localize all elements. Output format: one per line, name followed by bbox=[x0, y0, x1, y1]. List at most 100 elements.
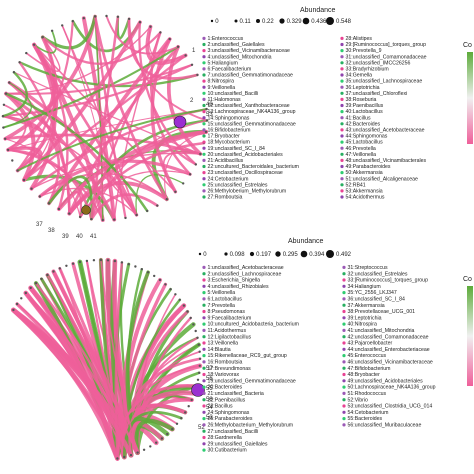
taxa-legend-item: 55:Bacteroides bbox=[348, 416, 383, 422]
highlight-node bbox=[173, 115, 187, 129]
taxa-legend-item: 51:Rhodococcus bbox=[348, 391, 387, 397]
network-node bbox=[136, 451, 139, 454]
taxa-legend-item: 23:unclassified_Oscillospiraceae bbox=[208, 170, 283, 176]
taxa-legend-item: 47:Veillonella bbox=[346, 152, 377, 158]
size-legend-dot bbox=[224, 252, 228, 256]
taxa-dot bbox=[202, 309, 206, 314]
taxa-legend-item: 9:Faecalibacterium bbox=[208, 315, 252, 321]
taxa-dot bbox=[202, 110, 206, 114]
network-node bbox=[174, 190, 177, 193]
network-node bbox=[2, 103, 6, 107]
chord-edge bbox=[105, 15, 180, 55]
taxa-legend-item: 53:Akkermansia bbox=[346, 189, 383, 195]
taxa-dot bbox=[342, 309, 346, 314]
taxa-dot bbox=[340, 189, 344, 193]
chord-edge bbox=[41, 31, 162, 65]
node-label: 49 bbox=[206, 102, 213, 108]
network-node bbox=[113, 218, 116, 221]
taxa-legend-item: 29:unclassified_Gaiellales bbox=[208, 441, 268, 447]
network-node bbox=[127, 17, 131, 21]
network-node bbox=[138, 21, 142, 24]
network-node bbox=[18, 61, 21, 64]
network-node bbox=[182, 182, 185, 185]
taxa-legend-item: 2:unclassified_Gaiellales bbox=[208, 42, 266, 48]
color-legend-title: Co bbox=[463, 276, 472, 283]
taxa-dot bbox=[340, 128, 344, 132]
taxa-legend-item: 22:uncultured_Bacteroidales_bacterium bbox=[208, 164, 299, 170]
taxa-legend-item: 36:Leptotrichia bbox=[346, 85, 380, 91]
taxa-legend-item: 50:Akkermansia bbox=[346, 170, 383, 176]
network-node bbox=[127, 263, 130, 266]
taxa-legend-item: 49:unclassified_Acidobacteriales bbox=[348, 378, 424, 384]
size-legend-value: 0.329 bbox=[287, 19, 303, 25]
size-legend-dot bbox=[326, 250, 334, 258]
network-node bbox=[8, 81, 11, 84]
network-node bbox=[192, 323, 195, 326]
chord-edge bbox=[18, 61, 199, 88]
taxa-legend-item: 43:Pajaroellobacter bbox=[348, 341, 393, 347]
network-node bbox=[47, 202, 51, 205]
network-node bbox=[65, 264, 68, 267]
chord-edge bbox=[11, 307, 134, 458]
taxa-dot bbox=[342, 341, 346, 345]
size-legend-dot bbox=[302, 17, 310, 25]
taxa-legend-item: 37:Akkermansia bbox=[348, 303, 385, 309]
node-labels: 1 2 49 53 37 38 39 40 41 bbox=[36, 48, 213, 240]
taxa-legend-item: 13:Lachnospiraceae_NK4A136_group bbox=[208, 109, 296, 115]
network-node bbox=[99, 258, 103, 262]
taxa-dot bbox=[202, 79, 206, 83]
taxa-legend: 1:Enterococcus2:unclassified_Gaiellales3… bbox=[202, 36, 427, 201]
taxa-dot bbox=[342, 322, 346, 326]
network-node bbox=[149, 25, 152, 28]
taxa-dot bbox=[340, 177, 344, 181]
taxa-dot bbox=[340, 171, 344, 175]
taxa-dot bbox=[202, 284, 206, 288]
chord-edge bbox=[3, 14, 97, 141]
network-node bbox=[40, 277, 43, 281]
taxa-dot bbox=[202, 297, 206, 301]
taxa-legend-item: 19:unclassified_Gemmatimonadaceae bbox=[208, 378, 296, 384]
network-node bbox=[92, 259, 96, 262]
taxa-legend-item: 45:Lactobacillus bbox=[346, 140, 384, 146]
taxa-dot bbox=[202, 398, 206, 402]
taxa-legend-item: 21:unclassified_Bacteria bbox=[208, 391, 264, 397]
size-legend-value: 0.197 bbox=[256, 252, 272, 258]
taxa-legend-item: 39:Paenibacillus bbox=[346, 103, 384, 109]
taxa-dot bbox=[202, 372, 206, 377]
taxa-dot bbox=[342, 328, 346, 332]
network-node bbox=[58, 267, 61, 270]
taxa-dot bbox=[342, 360, 346, 364]
taxa-dot bbox=[340, 73, 344, 77]
taxa-legend-item: 6:Faecalibacterium bbox=[208, 67, 252, 73]
taxa-dot bbox=[340, 140, 344, 144]
network-node bbox=[189, 316, 192, 320]
chord-edge bbox=[78, 119, 209, 219]
chord-edge bbox=[30, 107, 208, 190]
network-node bbox=[196, 378, 200, 381]
taxa-legend-item: 10:uncultured_Acidobacteria_bacterium bbox=[208, 322, 299, 328]
network-node bbox=[90, 217, 93, 221]
taxa-dot bbox=[202, 429, 206, 433]
network-node bbox=[194, 329, 197, 333]
taxa-dot bbox=[340, 67, 344, 71]
size-legend-value: 0.295 bbox=[283, 252, 299, 258]
taxa-dot bbox=[202, 341, 206, 345]
taxa-legend-item: 32:unclassified_IMCC26256 bbox=[346, 60, 411, 66]
size-legend-title: Abundance bbox=[300, 7, 336, 14]
taxa-dot bbox=[342, 404, 346, 408]
taxa-dot bbox=[342, 354, 346, 358]
chord-edges bbox=[10, 257, 203, 461]
chord-edge bbox=[135, 174, 184, 216]
taxa-legend-item: 9:Veillonella bbox=[208, 85, 236, 91]
taxa-legend-item: 25:Parabacteroides bbox=[208, 416, 253, 422]
taxa-dot bbox=[202, 177, 206, 181]
taxa-dot bbox=[202, 354, 206, 358]
taxa-legend-item: 31:Streptococcus bbox=[348, 265, 388, 271]
network-node bbox=[168, 37, 171, 41]
taxa-dot bbox=[202, 116, 206, 120]
taxa-legend-item: 18:Mycobacterium bbox=[208, 140, 250, 146]
taxa-legend-item: 38:Prevotellaceae_UCG_001 bbox=[348, 309, 416, 315]
taxa-legend-item: 34:Gemella bbox=[346, 73, 373, 79]
network-node bbox=[159, 31, 162, 34]
taxa-dot bbox=[340, 116, 344, 120]
